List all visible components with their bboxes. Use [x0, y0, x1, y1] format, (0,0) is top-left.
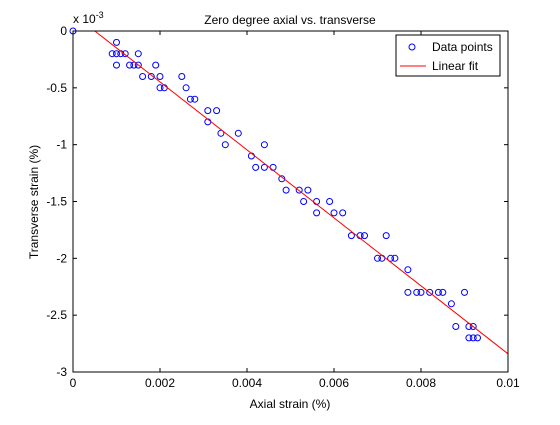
data-point — [304, 186, 312, 194]
y-tick-label: -2 — [56, 251, 67, 265]
x-tick-label: 0.004 — [232, 376, 262, 390]
legend: Data points Linear fit — [395, 34, 501, 77]
legend-label-linear-fit: Linear fit — [432, 59, 479, 73]
data-point — [156, 84, 164, 92]
data-point — [474, 334, 481, 342]
data-point — [361, 232, 368, 240]
data-point — [234, 129, 242, 137]
x-tick-label: 0.008 — [406, 376, 436, 390]
data-point — [330, 209, 338, 217]
x-tick-label: 0.01 — [496, 376, 520, 390]
data-point — [461, 288, 468, 296]
y-exponent-power: -3 — [96, 10, 104, 20]
data-point — [452, 323, 460, 330]
y-tick-label: -1 — [56, 138, 67, 152]
data-point — [391, 254, 399, 262]
data-point — [260, 163, 268, 171]
data-point — [139, 73, 147, 80]
y-tick-label: -3 — [56, 365, 67, 379]
data-point — [134, 50, 142, 58]
data-point — [186, 95, 194, 103]
linear-fit-line — [94, 30, 509, 355]
y-axis: 0 -0.5 -1 -1.5 -2 -2.5 -3 — [46, 24, 508, 379]
data-point — [121, 50, 129, 58]
data-point — [156, 73, 164, 80]
data-point — [182, 84, 190, 92]
data-point — [204, 107, 212, 115]
data-point — [213, 107, 221, 115]
data-point — [134, 61, 142, 69]
y-tick-label: 0 — [60, 24, 67, 38]
data-point — [113, 61, 120, 69]
y-tick-label: -1.5 — [46, 195, 67, 209]
data-point — [191, 95, 199, 103]
y-exponent-label: x 10-3 — [73, 10, 104, 26]
data-point — [339, 209, 347, 217]
data-point — [313, 209, 321, 217]
data-point — [439, 288, 447, 296]
x-tick-label: 0.002 — [145, 376, 175, 390]
data-point — [252, 163, 260, 171]
data-point — [404, 288, 412, 296]
x-axis-title: Axial strain (%) — [250, 397, 331, 411]
data-point — [326, 198, 334, 205]
data-point — [426, 288, 434, 296]
data-point — [113, 50, 120, 58]
data-point — [295, 186, 303, 194]
data-point — [152, 61, 160, 69]
chart-title: Zero degree axial vs. transverse — [204, 13, 376, 27]
data-point — [347, 232, 355, 240]
data-point — [382, 232, 390, 240]
data-point — [147, 73, 155, 80]
legend-marker-data-points — [408, 43, 416, 51]
data-point — [387, 254, 395, 262]
data-point — [465, 334, 473, 342]
y-tick-label: -2.5 — [46, 308, 67, 322]
x-tick-label: 0 — [70, 376, 77, 390]
legend-box — [395, 34, 501, 77]
data-point — [178, 73, 186, 80]
data-point — [126, 61, 134, 69]
data-point — [447, 300, 455, 308]
data-point — [374, 254, 381, 262]
data-point — [300, 198, 308, 205]
x-tick-label: 0.006 — [319, 376, 349, 390]
data-layer — [69, 27, 509, 355]
y-tick-label: -0.5 — [46, 81, 67, 95]
data-point — [469, 334, 477, 342]
data-point — [221, 141, 229, 149]
data-point — [108, 50, 116, 58]
data-point — [413, 288, 421, 296]
data-point — [469, 323, 477, 330]
x-axis: 0 0.002 0.004 0.006 0.008 0.01 — [70, 31, 520, 390]
data-point — [217, 129, 225, 137]
data-point — [113, 38, 120, 46]
y-axis-title: Transverse strain (%) — [27, 145, 41, 259]
data-point — [260, 141, 268, 149]
legend-label-data-points: Data points — [432, 40, 493, 54]
data-point — [404, 266, 412, 274]
plot-area — [73, 31, 508, 372]
data-point — [282, 186, 290, 194]
data-point — [417, 288, 425, 296]
data-point — [434, 288, 442, 296]
